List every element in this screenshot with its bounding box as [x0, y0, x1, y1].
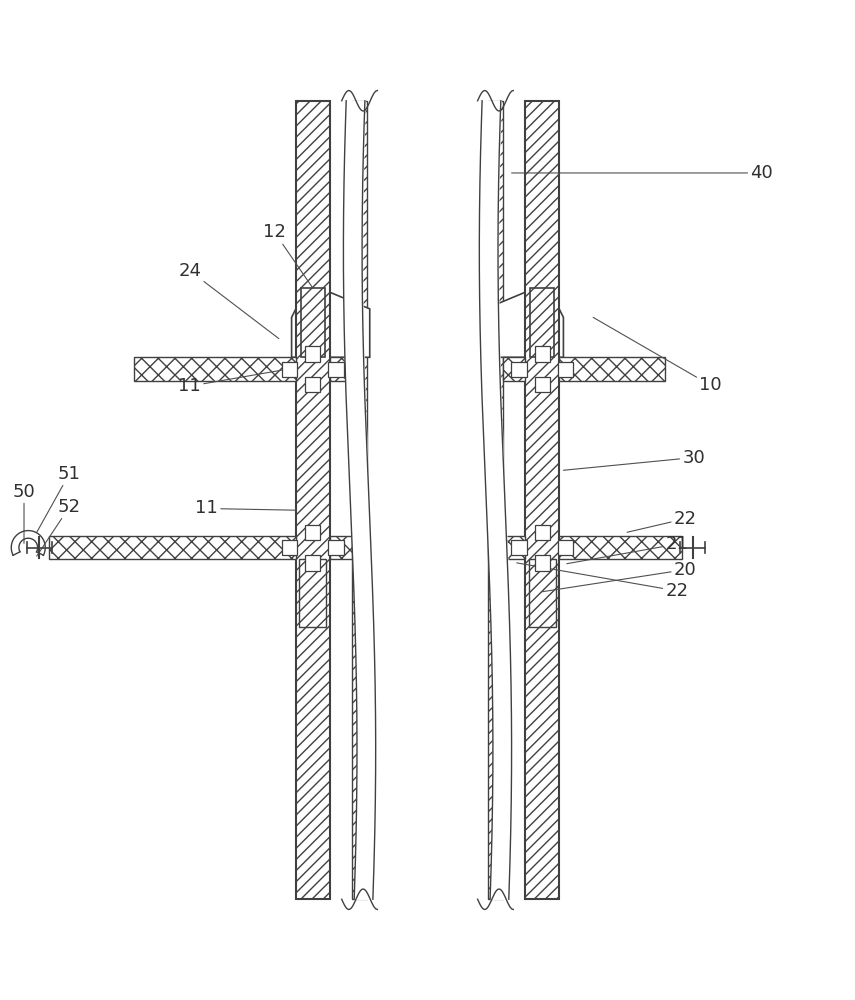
- Bar: [299, 559, 327, 627]
- Bar: [305, 346, 321, 362]
- Bar: [282, 540, 298, 555]
- Bar: [503, 357, 525, 381]
- Bar: [534, 346, 550, 362]
- Bar: [534, 525, 550, 540]
- Bar: [134, 357, 296, 381]
- Bar: [352, 101, 367, 899]
- Bar: [328, 540, 344, 555]
- Text: 20: 20: [542, 561, 697, 592]
- Text: 11: 11: [195, 499, 296, 517]
- Text: 10: 10: [593, 317, 722, 394]
- Bar: [525, 101, 559, 899]
- Bar: [511, 540, 527, 555]
- Text: 22: 22: [516, 563, 688, 600]
- Text: 30: 30: [563, 449, 705, 470]
- Bar: [305, 525, 321, 540]
- Text: 22: 22: [627, 510, 697, 532]
- Bar: [503, 536, 525, 559]
- Bar: [559, 536, 682, 559]
- Bar: [330, 357, 352, 381]
- Bar: [301, 288, 325, 357]
- Text: 51: 51: [37, 465, 81, 532]
- Bar: [330, 536, 352, 559]
- Bar: [534, 555, 550, 571]
- Bar: [557, 540, 573, 555]
- Text: 24: 24: [178, 262, 279, 339]
- Bar: [488, 101, 503, 899]
- Bar: [50, 536, 296, 559]
- Text: 11: 11: [179, 369, 287, 395]
- Bar: [296, 101, 330, 899]
- Polygon shape: [292, 283, 369, 357]
- Text: 21: 21: [567, 535, 688, 564]
- Bar: [559, 357, 665, 381]
- Text: 52: 52: [37, 498, 81, 556]
- Bar: [282, 362, 298, 377]
- Bar: [511, 362, 527, 377]
- Bar: [305, 555, 321, 571]
- Bar: [530, 288, 554, 357]
- Bar: [328, 362, 344, 377]
- Text: 12: 12: [263, 223, 321, 300]
- Text: 40: 40: [511, 164, 773, 182]
- Bar: [305, 377, 321, 392]
- Text: 50: 50: [13, 483, 35, 543]
- Bar: [528, 559, 556, 627]
- Polygon shape: [486, 283, 563, 357]
- Bar: [534, 377, 550, 392]
- Bar: [557, 362, 573, 377]
